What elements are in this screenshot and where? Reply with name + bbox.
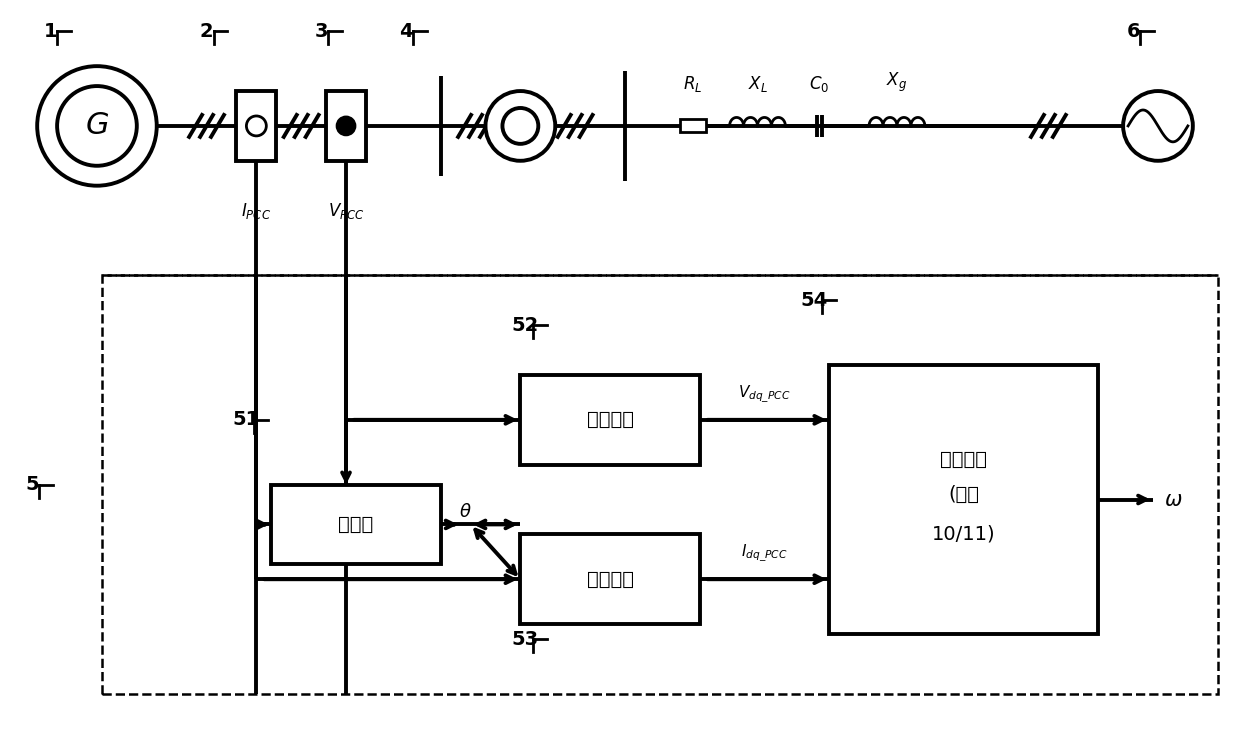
Text: 1: 1 (43, 22, 57, 41)
Bar (830, 365, 1099, 634)
Text: $R_L$: $R_L$ (683, 74, 702, 94)
Text: 52: 52 (512, 316, 539, 335)
Bar (237, 91, 277, 161)
Bar (521, 534, 699, 624)
Text: 4: 4 (399, 22, 413, 41)
Text: 3: 3 (315, 22, 327, 41)
Text: 54: 54 (801, 291, 828, 310)
Bar (102, 276, 1218, 694)
Text: $I_{dq\_PCC}$: $I_{dq\_PCC}$ (742, 543, 787, 564)
Text: 53: 53 (512, 630, 539, 648)
Circle shape (486, 91, 556, 161)
Text: 转速提取: 转速提取 (940, 450, 987, 469)
Text: $V_{dq\_PCC}$: $V_{dq\_PCC}$ (738, 384, 791, 405)
Text: $V_{PCC}$: $V_{PCC}$ (327, 200, 365, 221)
Bar (521, 375, 699, 465)
Text: 坐标变换: 坐标变换 (587, 570, 634, 589)
Text: $C_0$: $C_0$ (810, 74, 830, 94)
Circle shape (37, 66, 156, 186)
Text: $\omega$: $\omega$ (1163, 489, 1182, 510)
Text: 锁相环: 锁相环 (339, 515, 373, 534)
Text: $X_g$: $X_g$ (887, 71, 908, 94)
Text: $\mathit{G}$: $\mathit{G}$ (84, 112, 109, 140)
Text: 10/11): 10/11) (932, 525, 996, 544)
Text: $\theta$: $\theta$ (459, 504, 472, 522)
Text: (公式: (公式 (949, 485, 980, 504)
Bar (326, 91, 366, 161)
Text: 2: 2 (200, 22, 213, 41)
Text: 6: 6 (1126, 22, 1140, 41)
Bar (272, 484, 440, 564)
Circle shape (247, 116, 267, 136)
Bar (680, 119, 706, 133)
Text: 51: 51 (233, 410, 260, 429)
Circle shape (1123, 91, 1193, 161)
Text: $I_{PCC}$: $I_{PCC}$ (242, 200, 272, 221)
Text: 5: 5 (25, 475, 38, 494)
Text: 坐标变换: 坐标变换 (587, 410, 634, 429)
Circle shape (337, 117, 355, 135)
Circle shape (502, 108, 538, 144)
Text: $X_L$: $X_L$ (748, 74, 768, 94)
